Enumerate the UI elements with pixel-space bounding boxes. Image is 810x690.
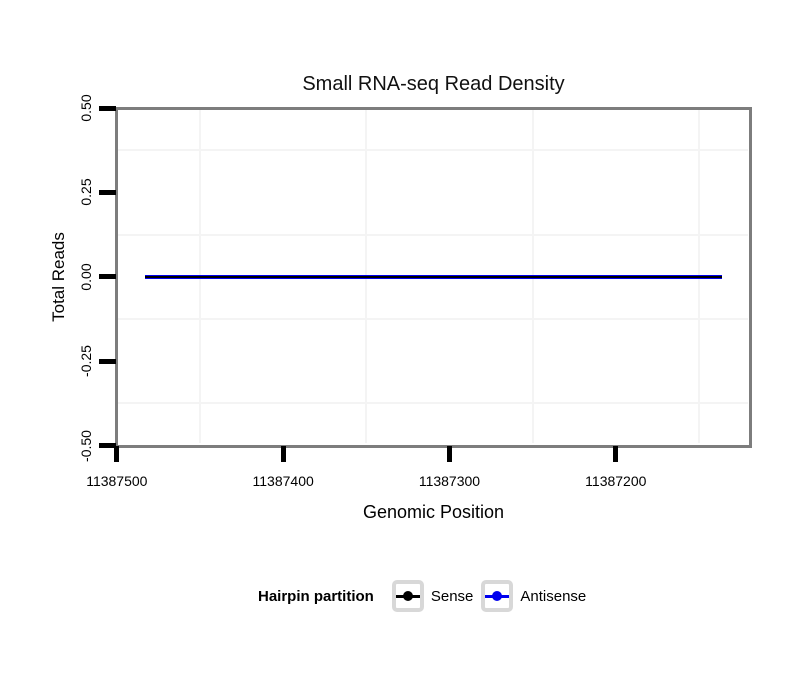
y-tick bbox=[99, 358, 116, 364]
y-tick-label: -0.50 bbox=[78, 429, 94, 462]
x-tick bbox=[613, 446, 619, 462]
legend-key-antisense bbox=[481, 580, 514, 612]
legend-label-antisense: Antisense bbox=[520, 587, 587, 605]
y-tick bbox=[99, 189, 116, 195]
y-tick-label: -0.25 bbox=[78, 345, 94, 378]
x-tick bbox=[280, 446, 286, 462]
legend-title: Hairpin partition bbox=[258, 587, 374, 605]
x-tick-label: 11387200 bbox=[585, 473, 647, 489]
x-tick-label: 11387400 bbox=[252, 473, 314, 489]
x-axis-title: Genomic Position bbox=[362, 502, 505, 522]
series-line-sense bbox=[145, 275, 723, 278]
plot-panel bbox=[115, 107, 752, 448]
y-axis-title: Total Reads bbox=[49, 232, 68, 322]
minor-gridline-y bbox=[118, 233, 748, 236]
y-tick-label: 0.00 bbox=[78, 263, 94, 291]
x-tick bbox=[114, 446, 120, 462]
y-tick bbox=[99, 443, 116, 448]
x-tick-label: 11387300 bbox=[418, 473, 481, 489]
minor-gridline-y bbox=[118, 149, 748, 152]
minor-gridline-y bbox=[118, 317, 748, 320]
antisense-point-icon bbox=[492, 591, 503, 601]
legend-key-sense bbox=[391, 580, 424, 612]
x-tick bbox=[446, 446, 452, 462]
y-tick bbox=[99, 274, 116, 280]
y-tick-label: 0.50 bbox=[78, 94, 94, 122]
y-tick-label: 0.25 bbox=[78, 178, 94, 206]
chart-title: Small RNA-seq Read Density bbox=[302, 73, 565, 95]
sense-point-icon bbox=[402, 591, 413, 601]
x-tick-label: 11387500 bbox=[86, 473, 148, 489]
legend-label-sense: Sense bbox=[430, 587, 474, 605]
legend: Hairpin partition Sense Antisense bbox=[258, 580, 594, 612]
y-tick bbox=[99, 105, 116, 111]
minor-gridline-y bbox=[118, 402, 748, 405]
